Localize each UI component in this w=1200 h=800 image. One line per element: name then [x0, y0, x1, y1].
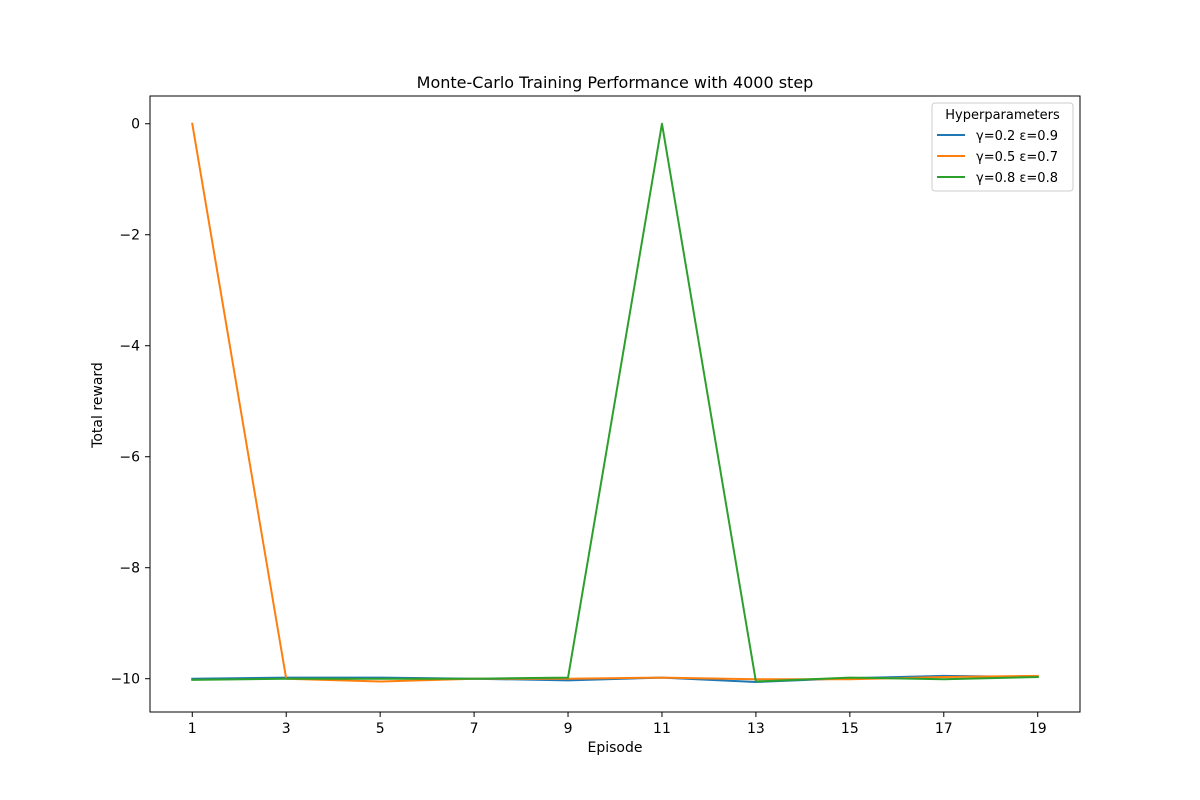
plot-area: 1 3 5 7 9 11 13 15 17 190−2−4−6−8−10 — [110, 95, 1081, 737]
x-tick-label: 19 — [1029, 721, 1047, 737]
x-tick-label: 1 — [188, 721, 197, 737]
y-axis-title: Total reward — [90, 362, 106, 449]
chart-title: Monte-Carlo Training Performance with 40… — [417, 73, 814, 92]
y-tick-label: −2 — [119, 228, 140, 244]
legend-title: Hyperparameters — [945, 108, 1060, 123]
y-tick-label: −4 — [119, 339, 140, 355]
series-line-3 — [191, 122, 1039, 683]
x-tick-label: 13 — [747, 721, 765, 737]
y-tick-label: 0 — [131, 117, 140, 133]
x-tick-label: 9 — [564, 721, 573, 737]
y-tick-label: −6 — [119, 450, 140, 466]
x-tick-label: 15 — [841, 721, 859, 737]
y-tick-label: −10 — [110, 672, 140, 688]
plot-frame — [149, 95, 1081, 713]
legend-label-2: γ=0.5 ε=0.7 — [976, 150, 1058, 165]
legend: Hyperparameters γ=0.2 ε=0.9 γ=0.5 ε=0.7 γ=0… — [931, 102, 1074, 192]
y-tick-label: −8 — [119, 561, 140, 577]
x-tick-label: 5 — [376, 721, 385, 737]
legend-label-1: γ=0.2 ε=0.9 — [976, 129, 1058, 144]
x-tick-label: 7 — [470, 721, 479, 737]
x-tick-label: 3 — [282, 721, 291, 737]
x-tick-label: 11 — [653, 721, 671, 737]
x-axis-title: Episode — [588, 740, 643, 756]
legend-box — [931, 102, 1074, 192]
legend-label-3: γ=0.8 ε=0.8 — [976, 171, 1058, 186]
x-tick-label: 17 — [935, 721, 953, 737]
